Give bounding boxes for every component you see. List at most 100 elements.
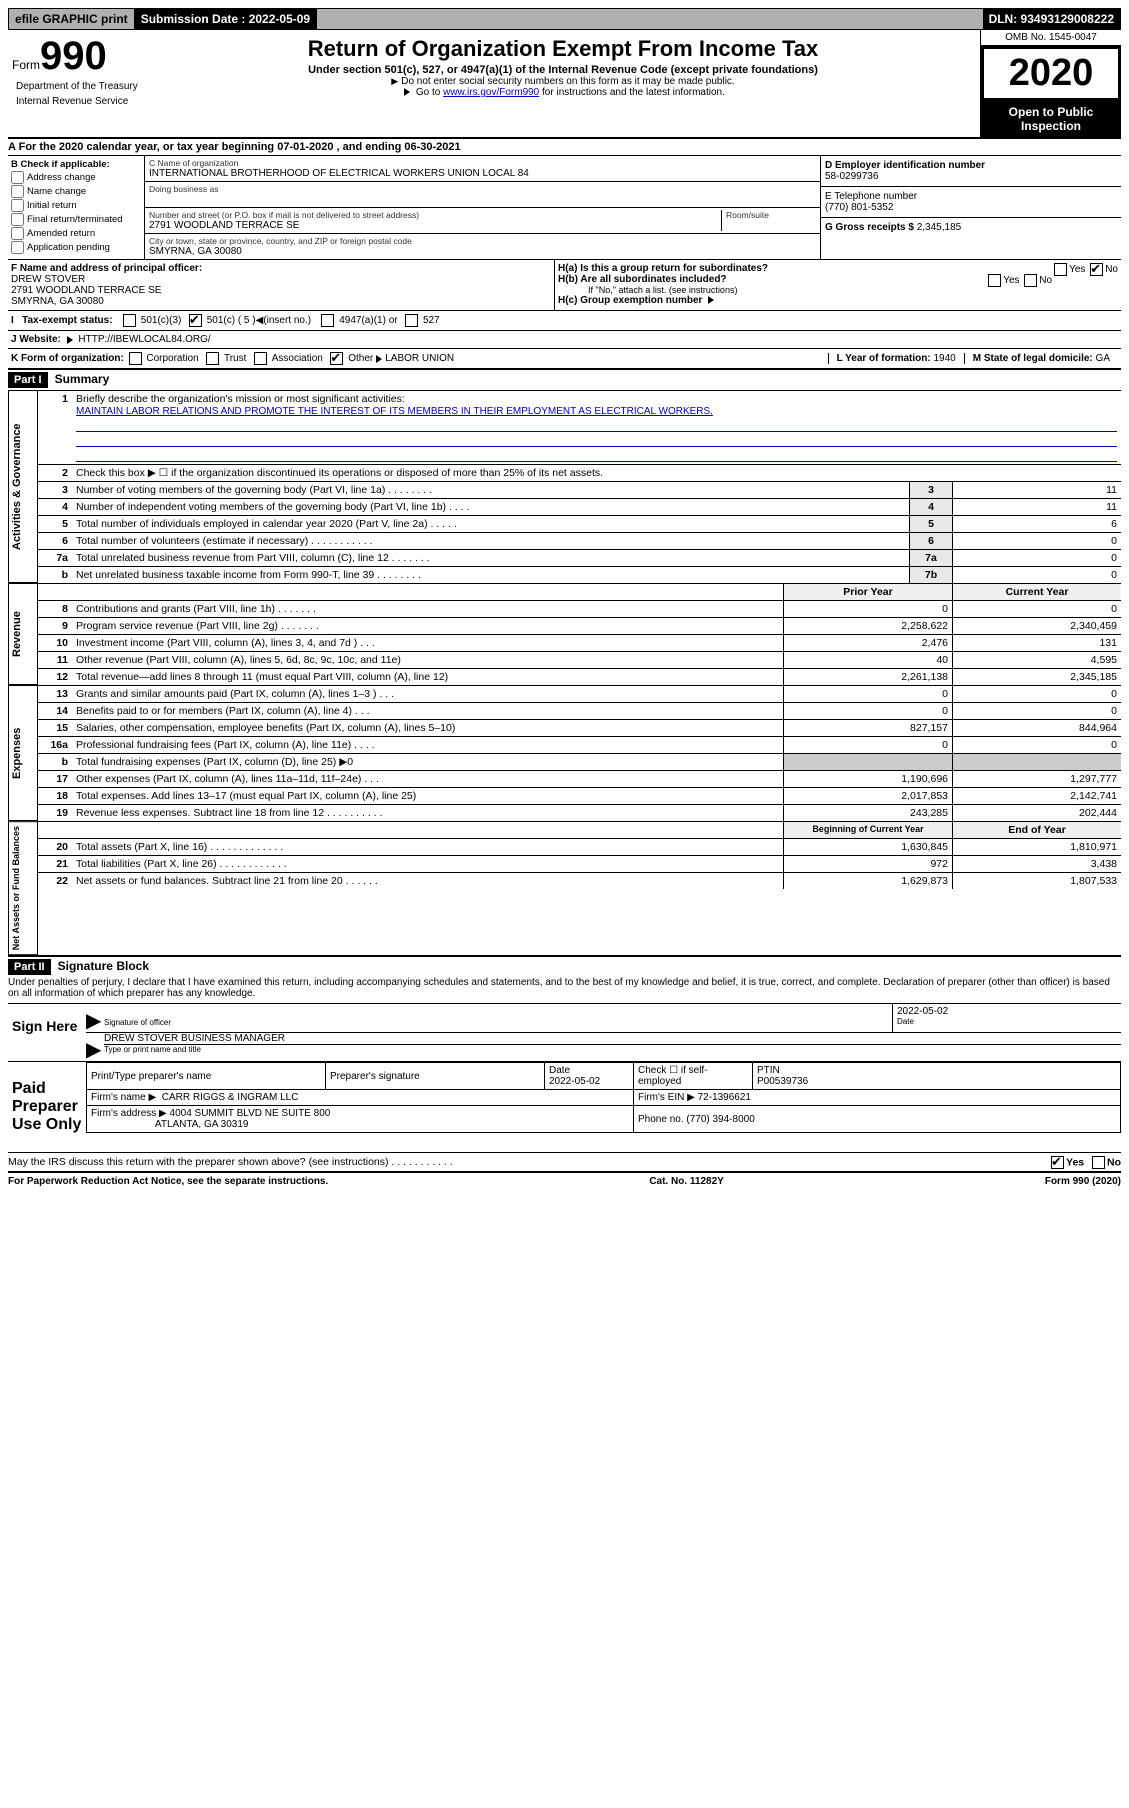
summary-row: 19Revenue less expenses. Subtract line 1… [38,805,1121,822]
cb-name-change[interactable]: Name change [11,185,141,198]
paid-preparer-block: Paid Preparer Use Only Print/Type prepar… [8,1062,1121,1153]
tel-value: (770) 801-5352 [825,202,893,213]
hdr-end: End of Year [953,822,1122,839]
summary-row: 21Total liabilities (Part X, line 26) . … [38,856,1121,873]
sig-officer-label: Signature of officer [104,1004,892,1032]
summary-row: 10Investment income (Part VIII, column (… [38,635,1121,652]
side-revenue: Revenue [8,583,38,685]
prep-sig-hdr: Preparer's signature [326,1063,545,1090]
identity-section: B Check if applicable: Address change Na… [8,155,1121,260]
summary-row: 6Total number of volunteers (estimate if… [38,533,1121,550]
summary-row: 9Program service revenue (Part VIII, lin… [38,618,1121,635]
korg-row: K Form of organization: Corporation Trus… [8,349,1121,370]
dept-irs: Internal Revenue Service [12,94,142,109]
officer-addr1: 2791 WOODLAND TERRACE SE [11,285,161,296]
prep-name-hdr: Print/Type preparer's name [87,1063,326,1090]
omb-number: OMB No. 1545-0047 [981,30,1121,46]
discuss-row: May the IRS discuss this return with the… [8,1153,1121,1173]
officer-print-name: DREW STOVER BUSINESS MANAGER [104,1033,1121,1044]
efile-label: efile GRAPHIC print [9,9,135,29]
officer-addr2: SMYRNA, GA 30080 [11,296,104,307]
cb-corp[interactable] [129,352,142,365]
discuss-no[interactable] [1092,1156,1105,1169]
cb-application-pending[interactable]: Application pending [11,241,141,254]
hdr-beginning: Beginning of Current Year [784,822,953,839]
cb-assoc[interactable] [254,352,267,365]
sig-date-val: 2022-05-02 [897,1006,1117,1017]
cb-other[interactable] [330,352,343,365]
org-name-label: C Name of organization [149,158,816,168]
cb-initial-return[interactable]: Initial return [11,199,141,212]
irs-link[interactable]: www.irs.gov/Form990 [443,87,539,98]
summary-row: 5Total number of individuals employed in… [38,516,1121,533]
cb-501c[interactable] [189,314,202,327]
officer-name: DREW STOVER [11,274,85,285]
summary-row: 16aProfessional fundraising fees (Part I… [38,737,1121,754]
line1-text: Briefly describe the organization's miss… [76,393,405,405]
officer-label: F Name and address of principal officer: [11,263,202,274]
note-ssn: Do not enter social security numbers on … [150,76,976,87]
addr-label: Number and street (or P.O. box if mail i… [149,210,721,220]
part1-body: Activities & Governance 1 Briefly descri… [8,390,1121,583]
firm-addr1: 4004 SUMMIT BLVD NE SUITE 800 [170,1108,331,1119]
submission-date-button[interactable]: Submission Date : 2022-05-09 [135,9,317,29]
firm-addr2: ATLANTA, GA 30319 [155,1119,249,1130]
cb-amended-return[interactable]: Amended return [11,227,141,240]
self-emp-cell[interactable]: Check ☐ if self-employed [634,1063,753,1090]
cb-4947[interactable] [321,314,334,327]
summary-row: 12Total revenue—add lines 8 through 11 (… [38,669,1121,686]
ha-yes[interactable] [1054,263,1067,276]
website-row: J Website: HTTP://IBEWLOCAL84.ORG/ [8,331,1121,349]
sig-arrow-icon2: ▶ [86,1033,104,1061]
topbar-spacer [317,16,982,22]
sig-date-label: Date [897,1017,1117,1026]
cb-527[interactable] [405,314,418,327]
cb-trust[interactable] [206,352,219,365]
discuss-yes[interactable] [1051,1156,1064,1169]
summary-row: bNet unrelated business taxable income f… [38,567,1121,584]
cb-501c3[interactable] [123,314,136,327]
summary-row: 7aTotal unrelated business revenue from … [38,550,1121,567]
footer-cat: Cat. No. 11282Y [649,1176,723,1187]
summary-row: 20Total assets (Part X, line 16) . . . .… [38,839,1121,856]
note-goto: Go to www.irs.gov/Form990 for instructio… [150,87,976,98]
room-label: Room/suite [726,210,816,220]
form-number-box: Form990 Department of the Treasury Inter… [8,30,146,137]
firm-phone: (770) 394-8000 [686,1114,754,1125]
ein-label: D Employer identification number [825,160,985,171]
ha-no[interactable] [1090,263,1103,276]
hb-no[interactable] [1024,274,1037,287]
city-label: City or town, state or province, country… [149,236,816,246]
cb-final-return[interactable]: Final return/terminated [11,213,141,226]
summary-row: 4Number of independent voting members of… [38,499,1121,516]
mission-text: MAINTAIN LABOR RELATIONS AND PROMOTE THE… [76,406,713,417]
ha-row: H(a) Is this a group return for subordin… [558,263,1118,274]
year-box: OMB No. 1545-0047 2020 Open to Public In… [980,30,1121,137]
cb-address-change[interactable]: Address change [11,171,141,184]
org-name: INTERNATIONAL BROTHERHOOD OF ELECTRICAL … [149,168,816,179]
prep-date: 2022-05-02 [549,1076,600,1087]
org-info: C Name of organization INTERNATIONAL BRO… [145,156,820,259]
title-block: Return of Organization Exempt From Incom… [146,30,980,137]
side-activities: Activities & Governance [8,390,38,583]
org-address: 2791 WOODLAND TERRACE SE [149,220,721,231]
footer: For Paperwork Reduction Act Notice, see … [8,1173,1121,1187]
topbar: efile GRAPHIC print Submission Date : 20… [8,8,1121,30]
officer-row: F Name and address of principal officer:… [8,260,1121,311]
firm-name: CARR RIGGS & INGRAM LLC [162,1092,299,1103]
website-value: HTTP://IBEWLOCAL84.ORG/ [78,334,210,345]
gross-label: G Gross receipts $ [825,222,917,233]
summary-row: bTotal fundraising expenses (Part IX, co… [38,754,1121,771]
footer-left: For Paperwork Reduction Act Notice, see … [8,1176,328,1187]
tax-period: A For the 2020 calendar year, or tax yea… [8,138,1121,155]
print-name-label: Type or print name and title [104,1044,1121,1054]
hdr-prior-year: Prior Year [784,584,953,601]
hb-yes[interactable] [988,274,1001,287]
footer-right: Form 990 (2020) [1045,1176,1121,1187]
summary-row: 15Salaries, other compensation, employee… [38,720,1121,737]
tax-year: 2020 [987,52,1115,95]
hb-row: H(b) Are all subordinates included? Yes … [558,274,1118,285]
side-net-assets: Net Assets or Fund Balances [8,821,38,955]
part1-header: Part I Summary [8,370,1121,390]
summary-row: 14Benefits paid to or for members (Part … [38,703,1121,720]
